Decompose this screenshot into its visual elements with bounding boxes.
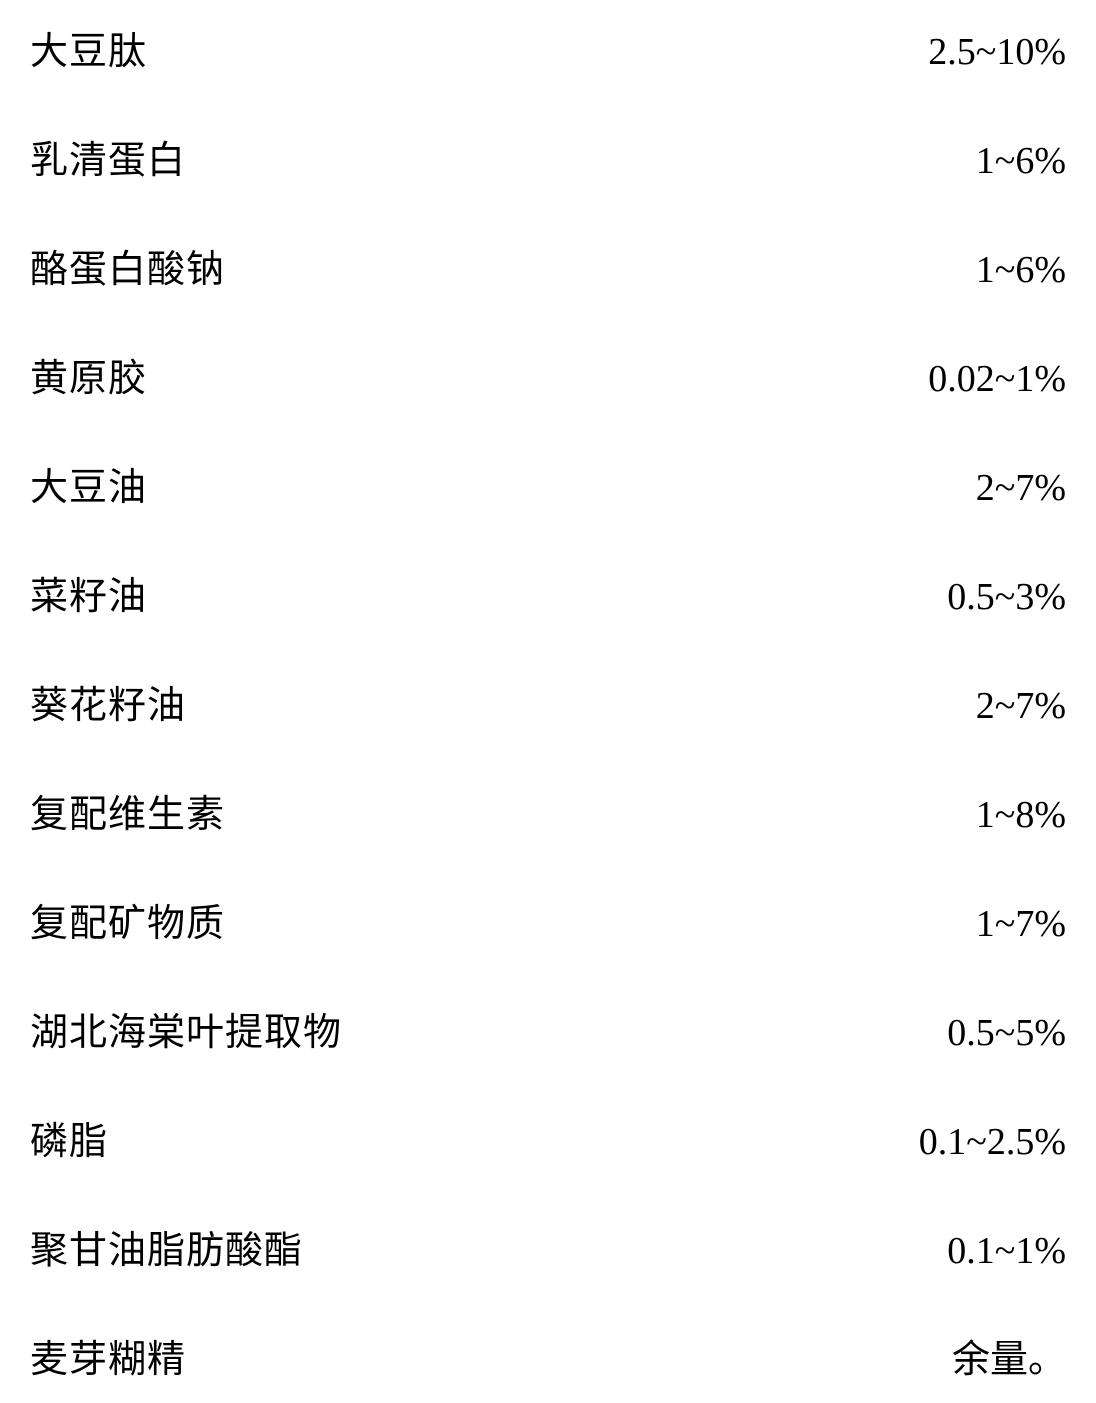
table-row: 磷脂 0.1~2.5% xyxy=(30,1110,1066,1165)
ingredient-value: 1~7% xyxy=(976,902,1066,946)
ingredient-value: 1~6% xyxy=(976,248,1066,292)
ingredient-value: 余量。 xyxy=(952,1328,1066,1383)
ingredient-label: 聚甘油脂肪酸酯 xyxy=(30,1219,303,1274)
ingredient-label: 磷脂 xyxy=(30,1110,108,1165)
ingredient-label: 大豆肽 xyxy=(30,20,147,75)
table-row: 大豆肽 2.5~10% xyxy=(30,20,1066,75)
table-row: 乳清蛋白 1~6% xyxy=(30,129,1066,184)
table-row: 大豆油 2~7% xyxy=(30,456,1066,511)
ingredient-label: 菜籽油 xyxy=(30,565,147,620)
ingredient-value: 0.5~3% xyxy=(947,575,1066,619)
table-row: 复配矿物质 1~7% xyxy=(30,892,1066,947)
ingredient-value: 0.02~1% xyxy=(928,357,1066,401)
ingredient-value: 0.1~1% xyxy=(947,1229,1066,1273)
ingredient-value: 2~7% xyxy=(976,684,1066,728)
table-row: 复配维生素 1~8% xyxy=(30,783,1066,838)
ingredient-label: 复配维生素 xyxy=(30,783,225,838)
table-row: 聚甘油脂肪酸酯 0.1~1% xyxy=(30,1219,1066,1274)
ingredient-label: 葵花籽油 xyxy=(30,674,186,729)
ingredient-label: 酪蛋白酸钠 xyxy=(30,238,225,293)
ingredient-value: 2~7% xyxy=(976,466,1066,510)
ingredient-label: 黄原胶 xyxy=(30,347,147,402)
ingredient-value: 2.5~10% xyxy=(928,30,1066,74)
ingredient-value: 1~8% xyxy=(976,793,1066,837)
table-row: 菜籽油 0.5~3% xyxy=(30,565,1066,620)
table-row: 湖北海棠叶提取物 0.5~5% xyxy=(30,1001,1066,1056)
ingredient-label: 乳清蛋白 xyxy=(30,129,186,184)
ingredient-value: 0.5~5% xyxy=(947,1011,1066,1055)
ingredient-label: 大豆油 xyxy=(30,456,147,511)
table-row: 黄原胶 0.02~1% xyxy=(30,347,1066,402)
ingredient-label: 湖北海棠叶提取物 xyxy=(30,1001,342,1056)
ingredient-label: 复配矿物质 xyxy=(30,892,225,947)
ingredients-table: 大豆肽 2.5~10% 乳清蛋白 1~6% 酪蛋白酸钠 1~6% 黄原胶 0.0… xyxy=(30,20,1066,1383)
ingredient-value: 1~6% xyxy=(976,139,1066,183)
table-row: 酪蛋白酸钠 1~6% xyxy=(30,238,1066,293)
table-row: 麦芽糊精 余量。 xyxy=(30,1328,1066,1383)
ingredient-value: 0.1~2.5% xyxy=(919,1120,1066,1164)
ingredient-label: 麦芽糊精 xyxy=(30,1328,186,1383)
table-row: 葵花籽油 2~7% xyxy=(30,674,1066,729)
